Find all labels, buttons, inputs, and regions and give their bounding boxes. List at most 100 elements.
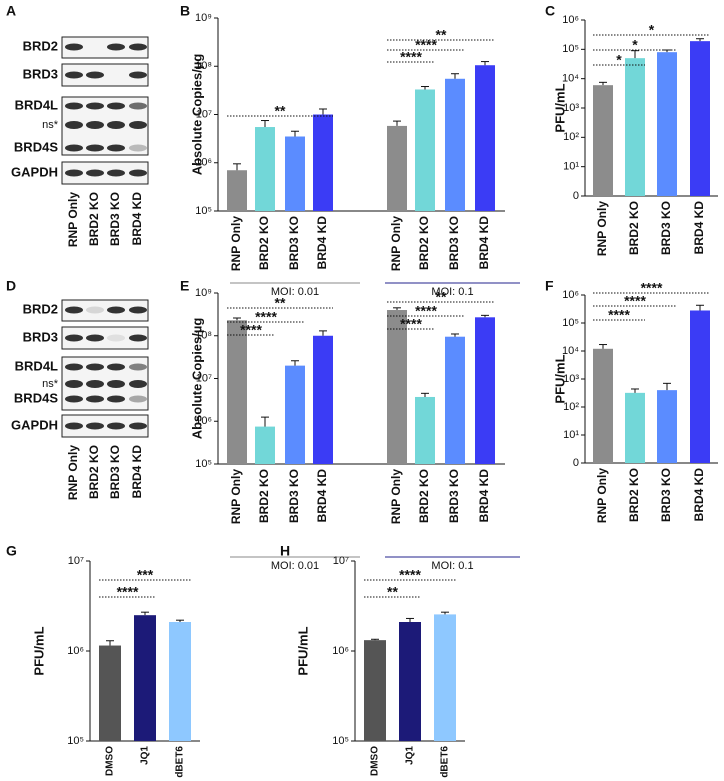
- significance-label: *: [632, 37, 638, 53]
- significance-label: *: [616, 52, 622, 68]
- y-axis-label: PFU/mL: [552, 354, 567, 403]
- significance-label: **: [275, 295, 286, 311]
- x-tick-label: BRD4 KD: [315, 216, 329, 270]
- bar: [255, 426, 275, 464]
- blot-row-label: BRD2: [23, 301, 58, 316]
- x-tick-label: BRD2 KO: [257, 469, 271, 523]
- blot-row-label: BRD4L: [15, 358, 58, 373]
- bar: [434, 614, 456, 741]
- y-tick-label: 10⁹: [195, 12, 212, 24]
- blot-row-label: ns*: [42, 378, 59, 390]
- blot-band: [65, 380, 83, 388]
- significance-label: ****: [117, 584, 139, 600]
- blot-band: [86, 422, 104, 430]
- bar: [415, 89, 435, 211]
- x-tick-label: RNP Only: [595, 201, 609, 256]
- blot-band: [129, 334, 147, 342]
- blot-box: [61, 414, 149, 438]
- blot-band: [129, 306, 147, 314]
- blot-row-label: GAPDH: [11, 417, 58, 432]
- blot-band: [86, 169, 104, 177]
- blot-band: [86, 102, 104, 110]
- x-tick-label: dBET6: [440, 746, 451, 778]
- blot-band: [86, 121, 104, 129]
- bar: [227, 170, 247, 211]
- x-tick-label: BRD2 KO: [627, 201, 641, 255]
- significance-label: ****: [415, 303, 437, 319]
- blot-band: [86, 144, 104, 152]
- significance-label: **: [436, 289, 447, 305]
- x-tick-label: RNP Only: [595, 468, 609, 523]
- panel-letter: G: [6, 543, 17, 559]
- blot-band: [107, 43, 125, 51]
- y-axis-label: Absolute Copies/µg: [189, 54, 204, 176]
- y-tick-label: 10⁴: [562, 345, 579, 357]
- x-tick-label: BRD4 KD: [692, 201, 706, 255]
- blot-row-label: BRD4S: [14, 139, 58, 154]
- significance-label: ****: [399, 567, 421, 583]
- x-tick-label: BRD2 KO: [627, 468, 641, 522]
- blot-row-label: BRD3: [23, 329, 58, 344]
- blot-band: [65, 144, 83, 152]
- panel-letter: H: [280, 543, 290, 559]
- blot-box: [61, 36, 149, 59]
- bar: [387, 310, 407, 464]
- y-tick-label: 10⁸: [195, 330, 212, 342]
- blot-band: [65, 121, 83, 129]
- panel-letter: E: [180, 278, 189, 294]
- blot-band: [107, 121, 125, 129]
- panel-letter: C: [545, 3, 555, 19]
- y-tick-label: 10⁵: [195, 205, 212, 217]
- panel-letter: B: [180, 3, 190, 19]
- x-tick-label: RNP Only: [389, 216, 403, 271]
- bar: [475, 65, 495, 211]
- blot-band: [65, 334, 83, 342]
- group-label: MOI: 0.1: [431, 286, 473, 298]
- bar: [625, 392, 645, 463]
- bar: [690, 41, 710, 197]
- panel-letter: F: [545, 278, 554, 294]
- y-axis-label: PFU/mL: [552, 83, 567, 132]
- significance-label: ****: [641, 280, 663, 296]
- y-tick-label: 10⁶: [195, 157, 212, 169]
- y-tick-label: 10³: [563, 102, 579, 114]
- y-tick-label: 10⁸: [195, 60, 212, 72]
- blot-band: [129, 169, 147, 177]
- lane-label: BRD2 KO: [87, 192, 101, 246]
- x-tick-label: JQ1: [140, 746, 151, 765]
- x-tick-label: RNP Only: [389, 469, 403, 524]
- x-tick-label: BRD2 KO: [417, 216, 431, 270]
- blot-row-label: GAPDH: [11, 164, 58, 179]
- significance-label: *: [649, 22, 655, 38]
- blot-band: [129, 71, 147, 79]
- blot-band: [107, 334, 125, 342]
- bar: [415, 396, 435, 464]
- significance-label: ****: [415, 37, 437, 53]
- x-tick-label: BRD3 KO: [659, 468, 673, 522]
- y-tick-label: 10⁷: [333, 555, 349, 567]
- blot-band: [129, 43, 147, 51]
- bar: [387, 125, 407, 211]
- group-label: MOI: 0.1: [431, 560, 473, 572]
- x-tick-label: BRD3 KO: [447, 469, 461, 523]
- blot-row-label: BRD4S: [14, 390, 58, 405]
- bar: [657, 52, 677, 196]
- blot-row-label: BRD4L: [15, 97, 58, 112]
- bar: [399, 622, 421, 741]
- blot-band: [107, 422, 125, 430]
- x-tick-label: DMSO: [105, 746, 116, 776]
- significance-label: ****: [255, 309, 277, 325]
- lane-label: BRD4 KD: [130, 192, 144, 246]
- group-label: MOI: 0.01: [271, 286, 319, 298]
- x-tick-label: RNP Only: [229, 216, 243, 271]
- y-tick-label: 10⁶: [67, 645, 84, 657]
- y-tick-label: 10⁷: [196, 372, 212, 384]
- significance-label: ****: [608, 307, 630, 323]
- x-tick-label: BRD4 KD: [315, 469, 329, 523]
- bar: [313, 114, 333, 211]
- blot-band: [65, 169, 83, 177]
- bar: [227, 320, 247, 464]
- bar: [657, 390, 677, 463]
- x-tick-label: JQ1: [405, 746, 416, 765]
